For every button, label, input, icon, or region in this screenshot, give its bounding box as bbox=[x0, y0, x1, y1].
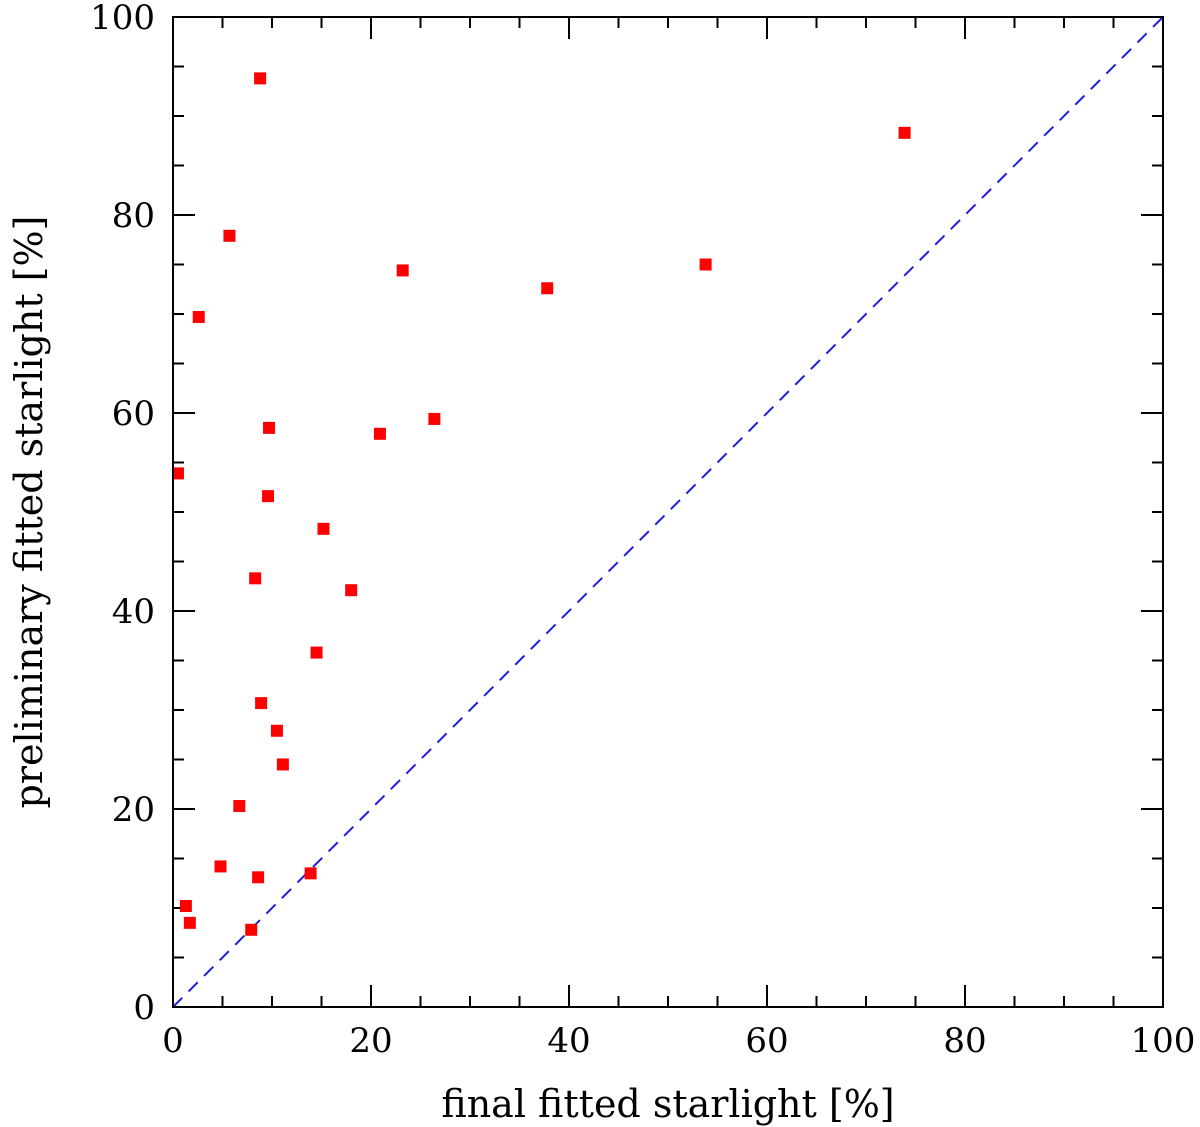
data-point bbox=[898, 126, 911, 139]
data-point bbox=[699, 258, 712, 271]
y-tick-label: 80 bbox=[112, 196, 155, 236]
x-tick-labels: 0 20 40 60 80 100 bbox=[162, 1021, 1195, 1061]
data-point bbox=[396, 264, 409, 277]
data-point bbox=[171, 467, 184, 480]
data-point bbox=[233, 800, 246, 813]
data-point bbox=[262, 490, 275, 503]
y-tick-label: 60 bbox=[112, 394, 155, 434]
y-tick-label: 40 bbox=[112, 592, 155, 632]
data-points bbox=[171, 72, 911, 936]
data-point bbox=[249, 572, 262, 585]
y-tick-label: 20 bbox=[112, 790, 155, 830]
data-point bbox=[317, 522, 330, 535]
data-point bbox=[373, 427, 386, 440]
data-point bbox=[263, 421, 276, 434]
data-point bbox=[254, 72, 267, 85]
x-tick-label: 80 bbox=[943, 1021, 986, 1061]
data-point bbox=[214, 860, 227, 873]
y-axis-label: preliminary fitted starlight [%] bbox=[7, 216, 51, 809]
minor-ticks bbox=[173, 17, 1163, 1007]
data-point bbox=[428, 412, 441, 425]
x-axis-label: final fitted starlight [%] bbox=[441, 1082, 894, 1126]
data-point bbox=[183, 916, 196, 929]
y-tick-labels: 0 20 40 60 80 100 bbox=[90, 0, 155, 1028]
x-tick-label: 100 bbox=[1131, 1021, 1196, 1061]
plot-frame bbox=[172, 16, 1164, 1008]
data-point bbox=[270, 724, 283, 737]
data-point bbox=[304, 867, 317, 880]
data-point bbox=[310, 646, 323, 659]
x-tick-label: 60 bbox=[745, 1021, 788, 1061]
data-point bbox=[345, 584, 358, 597]
x-tick-label: 20 bbox=[349, 1021, 392, 1061]
data-point bbox=[541, 282, 554, 295]
data-point bbox=[192, 310, 205, 323]
x-tick-label: 0 bbox=[162, 1021, 184, 1061]
data-point bbox=[255, 697, 268, 710]
data-point bbox=[252, 871, 265, 884]
data-point bbox=[245, 923, 258, 936]
x-tick-label: 40 bbox=[547, 1021, 590, 1061]
one-to-one-reference-line bbox=[172, 16, 1164, 1008]
data-point bbox=[223, 229, 236, 242]
data-point bbox=[179, 900, 192, 913]
data-point bbox=[276, 758, 289, 771]
y-tick-label: 100 bbox=[90, 0, 155, 38]
y-tick-label: 0 bbox=[133, 988, 155, 1028]
